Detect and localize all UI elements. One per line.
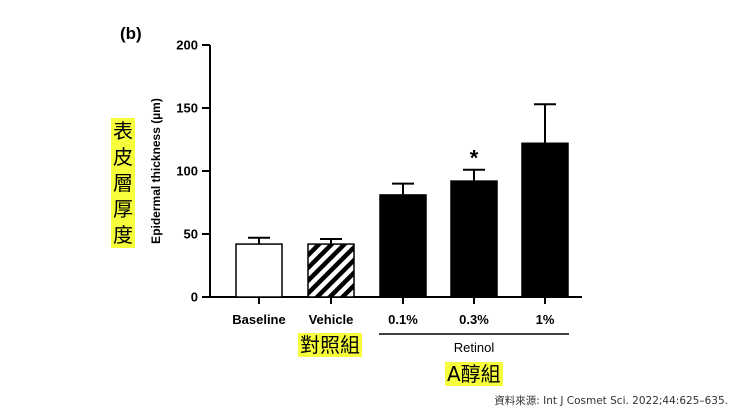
bar-1 (521, 142, 569, 298)
y-axis-chinese-label: 表皮層厚度 (111, 118, 135, 248)
x-tick-label: 0.1% (388, 312, 418, 327)
plot-area: 0 50 100 150 200 Baseline Vehicle 0.1% 0.3% * 1% Re… (176, 38, 582, 355)
x-tick-label: Baseline (232, 312, 285, 327)
x-tick-label: Vehicle (309, 312, 354, 327)
significance-marker: * (470, 146, 479, 171)
bar-vehicle (307, 243, 355, 298)
bar-01 (379, 194, 427, 298)
x-tick-label: 1% (536, 312, 555, 327)
y-tick-label: 50 (184, 227, 198, 242)
control-group-label: 對照組 (298, 333, 362, 357)
panel-label: (b) (120, 24, 142, 43)
y-tick-label: 200 (176, 38, 198, 53)
x-tick-label: 0.3% (459, 312, 489, 327)
y-axis-title: Epidermal thickness (µm) (149, 98, 163, 244)
bar-03 (450, 180, 498, 298)
bar-baseline (235, 243, 283, 298)
y-tick-label: 100 (176, 164, 198, 179)
y-tick-label: 0 (191, 290, 198, 305)
group-bracket-label: Retinol (454, 340, 495, 355)
y-tick-label: 150 (176, 101, 198, 116)
retinol-group-label: A醇組 (445, 362, 503, 386)
source-note: 資料來源: Int J Cosmet Sci. 2022;44:625–635. (494, 395, 728, 407)
